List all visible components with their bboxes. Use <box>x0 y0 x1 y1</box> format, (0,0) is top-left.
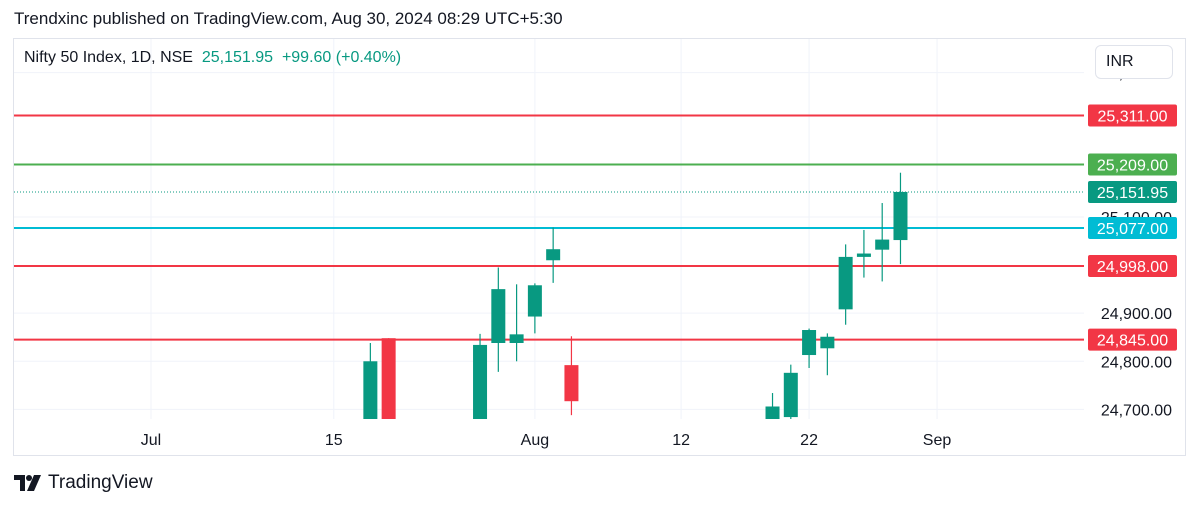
candle-body <box>509 334 524 343</box>
chart-panel[interactable]: 24,700.0024,800.0024,900.0025,100.0025,4… <box>13 38 1186 456</box>
x-tick-label: 22 <box>800 432 818 449</box>
level-price-badge: 25,311.00 <box>1088 104 1177 127</box>
price-badge-bg <box>1088 255 1177 278</box>
price-badge-bg <box>1088 217 1177 240</box>
last-price-badge: 25,151.95 <box>1088 180 1177 203</box>
symbol-info: Nifty 50 Index, 1D, NSE 25,151.95 +99.60… <box>24 49 401 67</box>
price-badge-label: 24,998.00 <box>1097 259 1168 276</box>
candles <box>363 172 908 419</box>
x-axis-labels: Jul 15 Aug 12 22 Sep <box>141 432 952 449</box>
candle-body <box>381 338 396 419</box>
price-badge-bg <box>1088 328 1177 351</box>
price-badges: 25,311.00 25,209.00 25,077.00 24,998.00 24,8… <box>1088 104 1177 351</box>
x-tick-label: Aug <box>521 432 549 449</box>
price-badge-label: 25,311.00 <box>1098 108 1168 125</box>
symbol-change: +99.60 (+0.40%) <box>281 49 402 66</box>
horizontal-levels <box>14 114 1084 341</box>
price-badge-label: 25,077.00 <box>1097 221 1168 238</box>
currency-button[interactable]: INR <box>1095 45 1173 79</box>
candle-body <box>802 330 817 356</box>
tradingview-logo-icon <box>14 475 41 491</box>
candle-body <box>564 365 579 402</box>
price-badge-bg <box>1088 104 1177 127</box>
y-tick-label: 24,900.00 <box>1101 306 1172 323</box>
brand-name: TradingView <box>48 472 153 493</box>
x-tick-label: 12 <box>672 432 690 449</box>
price-badge-label: 25,151.95 <box>1097 185 1168 202</box>
x-tick-label: Sep <box>923 432 952 449</box>
candle-body <box>783 372 798 418</box>
level-price-badge: 24,998.00 <box>1088 255 1177 278</box>
candle-body <box>875 239 890 250</box>
x-tick-label: 15 <box>325 432 343 449</box>
level-price-badge: 25,209.00 <box>1088 153 1177 176</box>
candle-body <box>363 361 378 419</box>
candle-body <box>856 253 871 257</box>
tradingview-brand[interactable]: TradingView <box>14 472 153 494</box>
y-tick-label: 24,800.00 <box>1101 354 1172 371</box>
candle-body <box>893 191 908 241</box>
candle-body <box>820 336 835 349</box>
candle-body <box>473 344 488 419</box>
candle-body <box>527 285 542 317</box>
candle-body <box>491 289 506 343</box>
price-badge-label: 24,845.00 <box>1097 333 1168 350</box>
price-badge-label: 25,209.00 <box>1097 158 1168 175</box>
published-by-text: Trendxinc published on TradingView.com, … <box>14 9 563 28</box>
symbol-title: Nifty 50 Index, 1D, NSE <box>24 49 193 66</box>
level-price-badge: 25,077.00 <box>1088 217 1177 240</box>
candlestick-chart[interactable]: 24,700.0024,800.0024,900.0025,100.0025,4… <box>14 39 1187 457</box>
candle-body <box>546 249 561 261</box>
candle-body <box>765 406 780 419</box>
y-tick-label: 24,700.00 <box>1101 402 1172 419</box>
price-badge-bg <box>1088 180 1177 203</box>
candle-body <box>838 256 853 310</box>
x-tick-label: Jul <box>141 432 161 449</box>
price-badge-bg <box>1088 153 1177 176</box>
level-price-badge: 24,845.00 <box>1088 328 1177 351</box>
symbol-price: 25,151.95 <box>201 49 274 66</box>
